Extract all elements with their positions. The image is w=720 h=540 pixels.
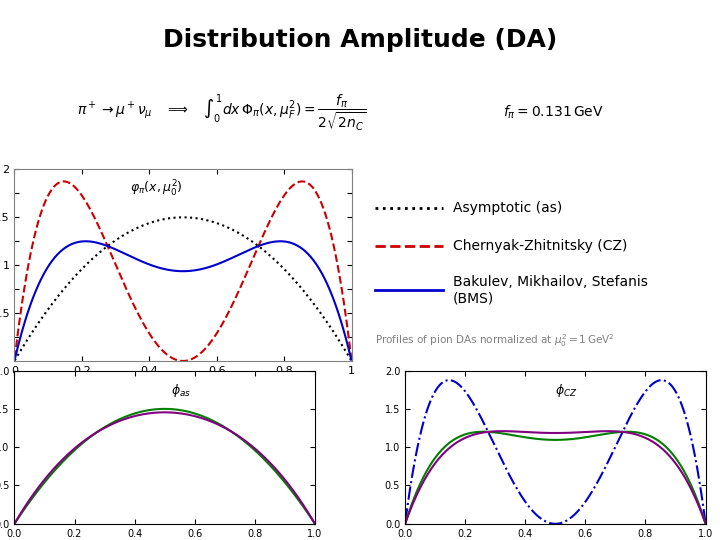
Text: Distribution Amplitude (DA): Distribution Amplitude (DA) xyxy=(163,28,557,52)
Text: $f_\pi = 0.131\,\mathrm{GeV}$: $f_\pi = 0.131\,\mathrm{GeV}$ xyxy=(503,104,604,121)
Text: Asymptotic (as): Asymptotic (as) xyxy=(453,201,562,215)
Text: Bakulev, Mikhailov, Stefanis
(BMS): Bakulev, Mikhailov, Stefanis (BMS) xyxy=(453,275,647,305)
Text: $\pi^+ \to \mu^+\nu_\mu \quad\Longrightarrow\quad \int_0^1 dx\,\Phi_\pi(x,\mu_F^: $\pi^+ \to \mu^+\nu_\mu \quad\Longrighta… xyxy=(77,92,366,133)
Text: $\phi_{as}$: $\phi_{as}$ xyxy=(171,382,191,399)
Text: $\varphi_\pi(x,\mu_0^2)$: $\varphi_\pi(x,\mu_0^2)$ xyxy=(130,179,182,199)
X-axis label: $x$: $x$ xyxy=(178,381,189,395)
Text: $\phi_{CZ}$: $\phi_{CZ}$ xyxy=(555,382,578,399)
Text: Profiles of pion DAs normalized at $\mu_0^2 = 1\,\mathrm{GeV}^2$: Profiles of pion DAs normalized at $\mu_… xyxy=(375,332,615,349)
Text: Chernyak-Zhitnitsky (CZ): Chernyak-Zhitnitsky (CZ) xyxy=(453,239,627,253)
